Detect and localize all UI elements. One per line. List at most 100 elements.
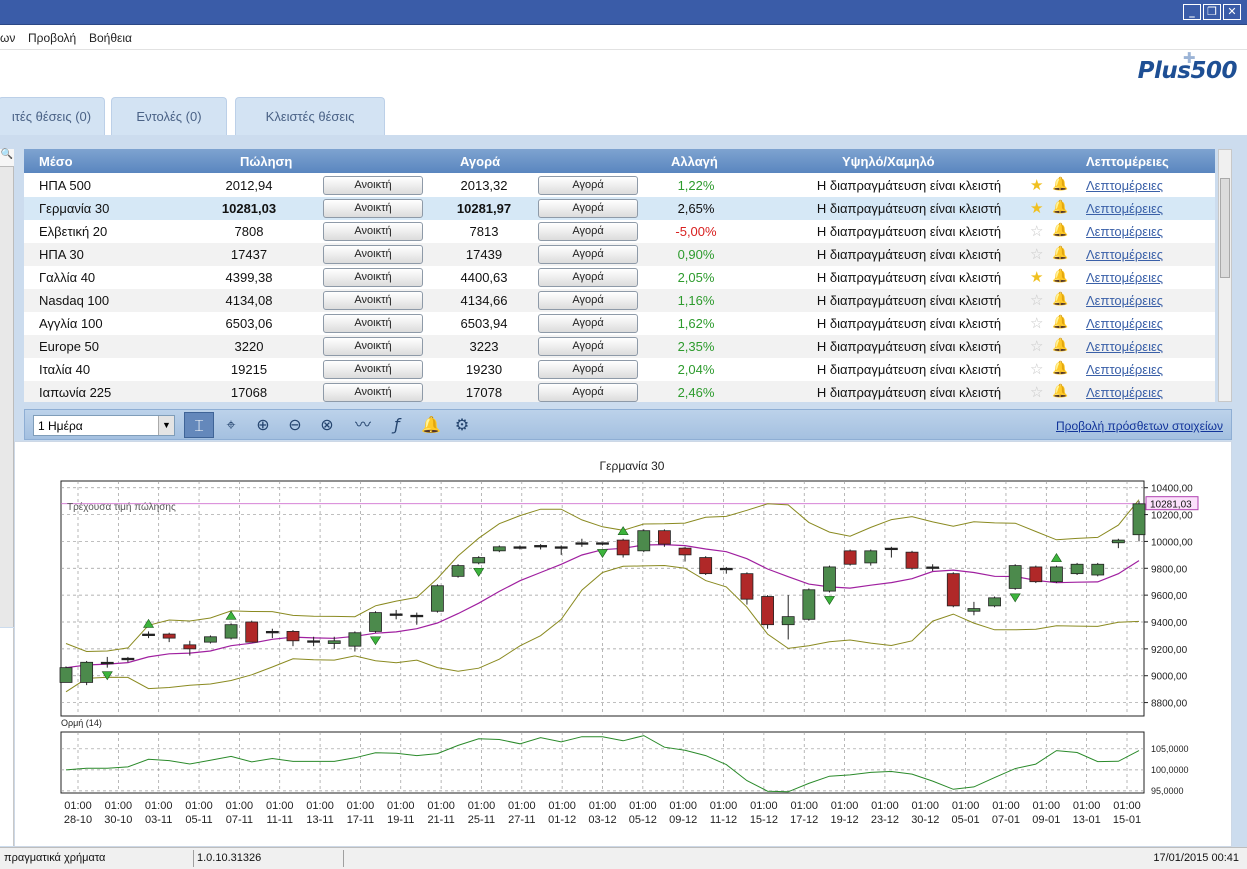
zoom-in-icon[interactable]: ⊕ [256,415,270,434]
header-instrument[interactable]: Μέσο [39,154,73,169]
period-select[interactable]: 1 Ημέρα ▼ [33,415,175,436]
table-row[interactable]: Γαλλία 40 4399,38 Ανοικτή 4400,63 Αγορά … [24,266,1215,289]
candle [1029,565,1043,584]
menu-item-view[interactable]: Προβολή [28,31,77,45]
buy-button[interactable]: Αγορά [538,383,638,402]
scrollbar-thumb[interactable] [1220,178,1230,278]
alert-bell-icon[interactable]: 🔔 [1052,338,1069,353]
favorite-star-icon[interactable]: ☆ [1030,337,1044,355]
alert-bell-icon[interactable]: 🔔 [1052,361,1069,376]
favorite-star-icon[interactable]: ☆ [1030,314,1044,332]
table-row[interactable]: Αγγλία 100 6503,06 Ανοικτή 6503,94 Αγορά… [24,312,1215,335]
alert-bell-icon[interactable]: 🔔 [421,415,441,434]
candle-body [843,550,857,565]
account-mode: πραγματικά χρήματα [4,852,106,864]
favorite-star-icon[interactable]: ★ [1030,199,1044,217]
favorite-star-icon[interactable]: ☆ [1030,360,1044,378]
alert-bell-icon[interactable]: 🔔 [1052,177,1069,192]
buy-button[interactable]: Αγορά [538,245,638,264]
cursor-tool-icon[interactable]: ⌶ [184,412,214,438]
buy-button[interactable]: Αγορά [538,199,638,218]
menu-item-help[interactable]: Βοήθεια [89,31,132,45]
tab-orders[interactable]: Εντολές (0) [111,97,227,135]
details-link[interactable]: Λεπτομέρειες [1086,316,1164,331]
details-link[interactable]: Λεπτομέρειες [1086,178,1164,193]
chevron-down-icon[interactable]: ▼ [158,416,174,435]
alert-bell-icon[interactable]: 🔔 [1052,292,1069,307]
details-link[interactable]: Λεπτομέρειες [1086,293,1164,308]
function-icon[interactable]: ƒ [394,415,400,434]
sell-button[interactable]: Ανοικτή [323,245,423,264]
sell-button[interactable]: Ανοικτή [323,383,423,402]
favorite-star-icon[interactable]: ★ [1030,176,1044,194]
buy-button[interactable]: Αγορά [538,314,638,333]
sell-button[interactable]: Ανοικτή [323,199,423,218]
sell-price: 6503,06 [225,316,273,331]
table-row[interactable]: Nasdaq 100 4134,08 Ανοικτή 4134,66 Αγορά… [24,289,1215,312]
search-icon[interactable]: 🔍 [0,149,14,167]
restore-button[interactable]: ❐ [1203,4,1221,20]
tab-closed-positions[interactable]: Κλειστές θέσεις [235,97,385,135]
buy-button[interactable]: Αγορά [538,222,638,241]
sell-button[interactable]: Ανοικτή [323,337,423,356]
sell-button[interactable]: Ανοικτή [323,291,423,310]
sell-button[interactable]: Ανοικτή [323,314,423,333]
table-row[interactable]: ΗΠΑ 30 17437 Ανοικτή 17439 Αγορά 0,90% Η… [24,243,1215,266]
candle [100,656,114,668]
table-row[interactable]: Γερμανία 30 10281,03 Ανοικτή 10281,97 Αγ… [24,197,1215,220]
buy-button[interactable]: Αγορά [538,291,638,310]
zoom-out-icon[interactable]: ⊖ [288,415,302,434]
table-row[interactable]: Ιαπωνία 225 17068 Ανοικτή 17078 Αγορά 2,… [24,381,1215,402]
alert-bell-icon[interactable]: 🔔 [1052,384,1069,399]
favorite-star-icon[interactable]: ☆ [1030,245,1044,263]
table-row[interactable]: ΗΠΑ 500 2012,94 Ανοικτή 2013,32 Αγορά 1,… [24,174,1215,197]
menu-item-file[interactable]: ων [0,31,16,45]
header-highlow[interactable]: Υψηλό/Χαμηλό [842,154,935,169]
header-details[interactable]: Λεπτομέρειες [1086,154,1169,169]
details-link[interactable]: Λεπτομέρειες [1086,339,1164,354]
trading-status: Η διαπραγμάτευση είναι κλειστή [816,316,1002,331]
zoom-reset-icon[interactable]: ⊗ [320,415,334,434]
sell-button[interactable]: Ανοικτή [323,360,423,379]
details-link[interactable]: Λεπτομέρειες [1086,270,1164,285]
details-link[interactable]: Λεπτομέρειες [1086,224,1164,239]
close-button[interactable]: ✕ [1223,4,1241,20]
buy-signal-marker [225,610,237,620]
buy-button[interactable]: Αγορά [538,360,638,379]
header-change[interactable]: Αλλαγή [671,154,718,169]
price-chart-svg[interactable]: Γερμανία 30 8800,00 9000,00 9200,00 9400,00… [15,442,1233,848]
table-row[interactable]: Ιταλία 40 19215 Ανοικτή 19230 Αγορά 2,04… [24,358,1215,381]
favorite-star-icon[interactable]: ☆ [1030,222,1044,240]
crosshair-icon[interactable]: ⌖ [226,415,236,434]
buy-button[interactable]: Αγορά [538,176,638,195]
buy-button[interactable]: Αγορά [538,268,638,287]
sell-button[interactable]: Ανοικτή [323,222,423,241]
line-chart-icon[interactable]: 〰 [354,415,371,434]
table-scrollbar[interactable] [1218,149,1232,402]
sell-button[interactable]: Ανοικτή [323,268,423,287]
favorite-star-icon[interactable]: ★ [1030,268,1044,286]
favorite-star-icon[interactable]: ☆ [1030,291,1044,309]
minimize-button[interactable]: _ [1183,4,1201,20]
alert-bell-icon[interactable]: 🔔 [1052,315,1069,330]
favorite-star-icon[interactable]: ☆ [1030,383,1044,401]
alert-bell-icon[interactable]: 🔔 [1052,269,1069,284]
buy-button[interactable]: Αγορά [538,337,638,356]
details-link[interactable]: Λεπτομέρειες [1086,201,1164,216]
table-row[interactable]: Ελβετική 20 7808 Ανοικτή 7813 Αγορά -5,0… [24,220,1215,243]
header-buy[interactable]: Αγορά [460,154,501,169]
buy-price: 2013,32 [460,178,508,193]
alert-bell-icon[interactable]: 🔔 [1052,246,1069,261]
left-panel-scroll[interactable]: 🔍 [0,149,14,627]
table-row[interactable]: Europe 50 3220 Ανοικτή 3223 Αγορά 2,35% … [24,335,1215,358]
details-link[interactable]: Λεπτομέρειες [1086,385,1164,400]
view-more-data-link[interactable]: Προβολή πρόσθετων στοιχείων [1055,419,1223,433]
header-sell[interactable]: Πώληση [240,154,293,169]
sell-button[interactable]: Ανοικτή [323,176,423,195]
settings-gear-icon[interactable]: ⚙ [454,415,470,434]
details-link[interactable]: Λεπτομέρειες [1086,362,1164,377]
alert-bell-icon[interactable]: 🔔 [1052,223,1069,238]
alert-bell-icon[interactable]: 🔔 [1052,200,1069,215]
details-link[interactable]: Λεπτομέρειες [1086,247,1164,262]
tab-open-positions[interactable]: ιτές θέσεις (0) [0,97,105,135]
